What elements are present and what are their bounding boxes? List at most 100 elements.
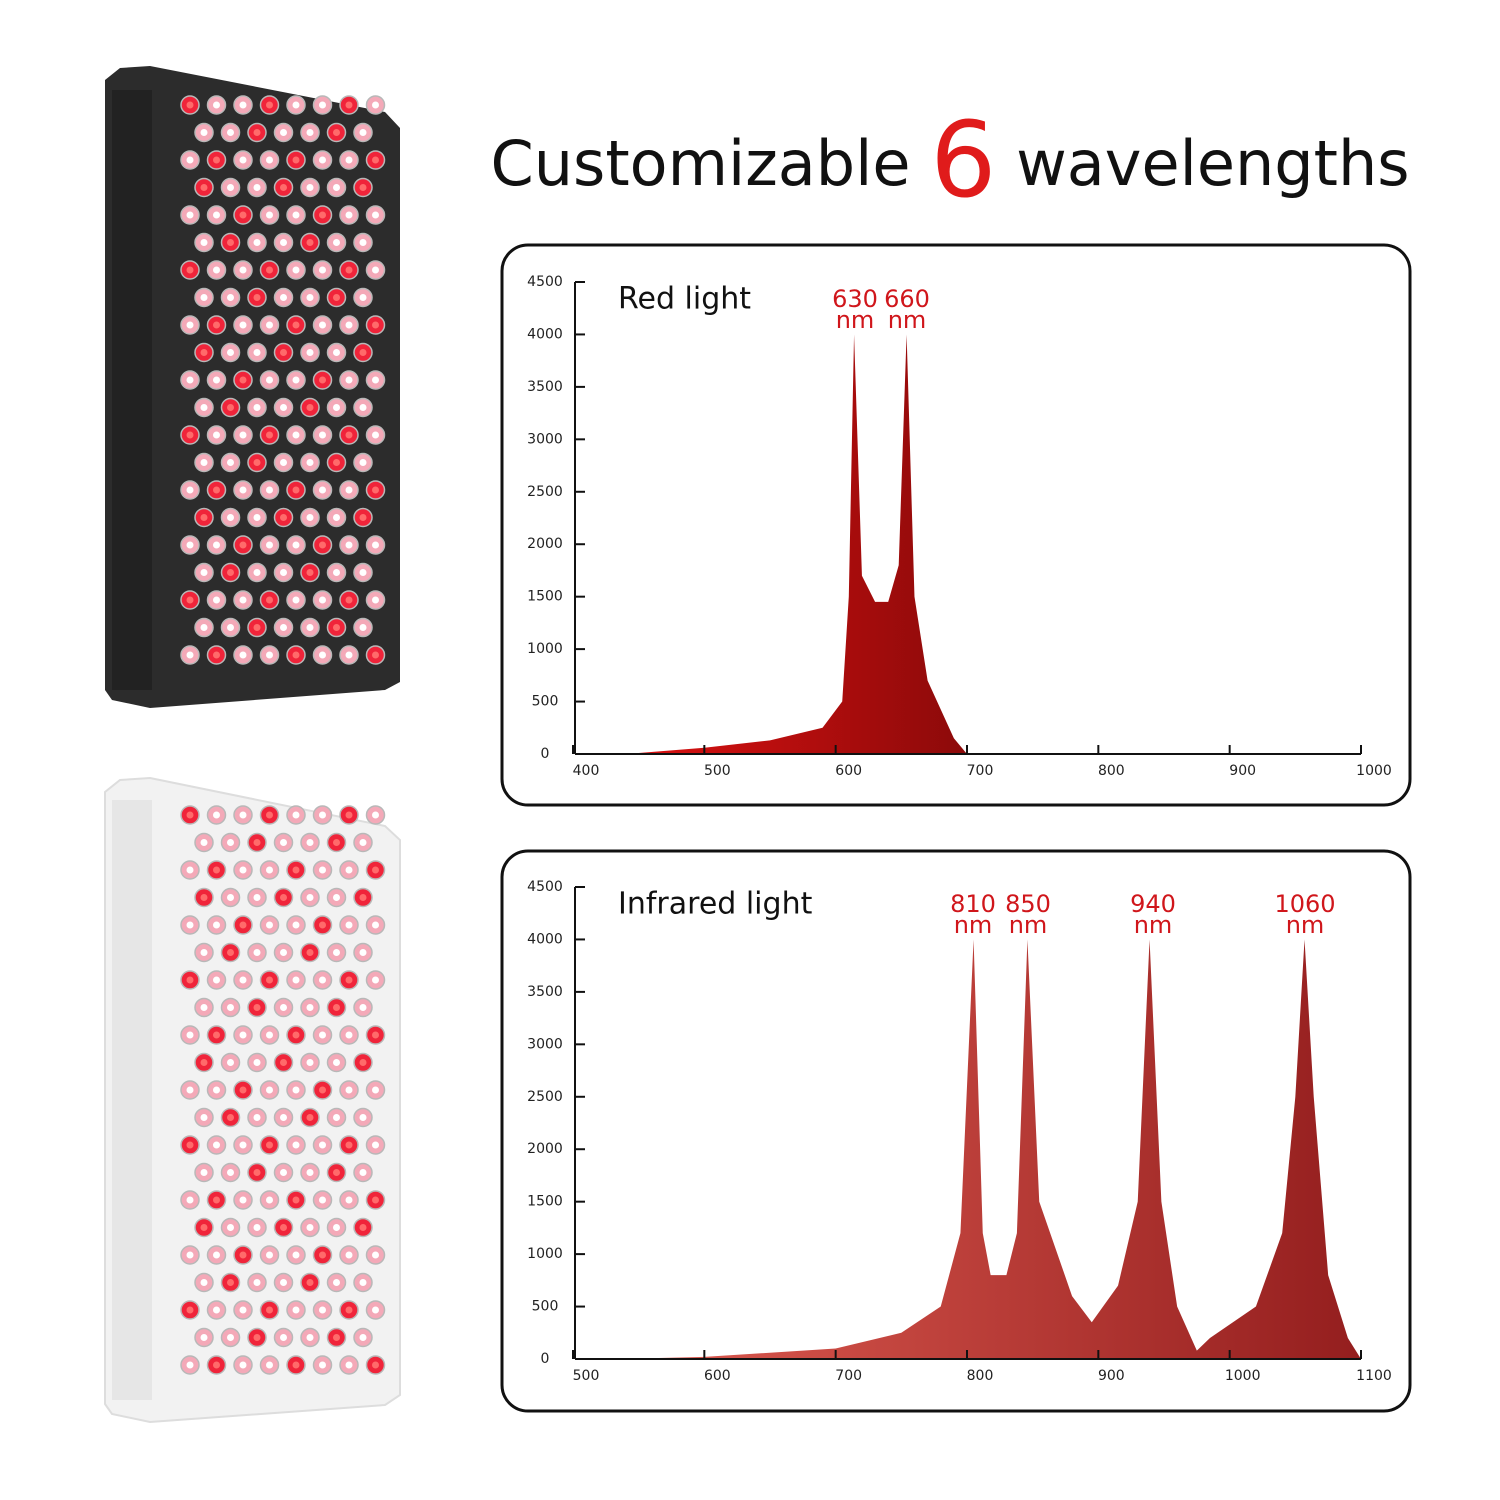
led-core <box>266 1086 273 1094</box>
led-core <box>239 811 247 819</box>
led-core <box>306 349 314 356</box>
led-core <box>280 1334 287 1341</box>
led-core <box>213 486 220 494</box>
x-tick-label: 700 <box>967 763 994 779</box>
led-core <box>280 514 287 521</box>
led-core <box>253 184 261 191</box>
led-core <box>266 976 273 984</box>
x-tick-label: 800 <box>967 1368 994 1384</box>
led-core <box>280 459 287 466</box>
led-core <box>345 976 353 984</box>
led-core <box>200 184 208 191</box>
led-core <box>186 156 194 164</box>
led-core <box>280 839 287 846</box>
led-core <box>186 1251 194 1259</box>
led-core <box>200 459 208 466</box>
y-tick-label: 500 <box>532 1299 559 1315</box>
led-core <box>306 1224 314 1231</box>
peak-label: 660 <box>884 285 930 313</box>
led-core <box>306 514 314 521</box>
led-core <box>227 569 234 576</box>
led-core <box>227 514 234 521</box>
led-core <box>200 624 208 631</box>
led-core <box>280 294 287 301</box>
led-core <box>200 514 208 521</box>
led-core <box>266 1306 273 1314</box>
led-core <box>306 1169 314 1176</box>
led-core <box>292 431 300 439</box>
led-core <box>186 431 194 439</box>
led-core <box>345 211 353 219</box>
led-core <box>213 156 220 164</box>
led-core <box>319 156 326 164</box>
led-core <box>372 921 379 929</box>
led-core <box>280 404 287 411</box>
led-core <box>372 976 379 984</box>
led-core <box>292 1086 300 1094</box>
y-tick-label: 1500 <box>527 589 563 605</box>
led-core <box>200 1059 208 1066</box>
led-core <box>239 1141 247 1149</box>
led-core <box>266 651 273 659</box>
peak-unit: nm <box>836 306 875 334</box>
led-core <box>333 1169 340 1176</box>
led-core <box>200 1114 208 1121</box>
led-core <box>186 1361 194 1369</box>
led-core <box>239 1251 247 1259</box>
led-core <box>186 211 194 219</box>
led-core <box>319 266 326 274</box>
led-core <box>227 1334 234 1341</box>
led-core <box>319 1196 326 1204</box>
led-core <box>253 1004 261 1011</box>
led-core <box>213 541 220 549</box>
led-core <box>292 1196 300 1204</box>
led-core <box>227 624 234 631</box>
led-core <box>319 211 326 219</box>
led-core <box>266 541 273 549</box>
x-tick-label: 1000 <box>1356 763 1392 779</box>
headline: Customizable 6 wavelengths <box>490 99 1409 221</box>
y-tick-label: 3500 <box>527 984 563 1000</box>
headline-number: 6 <box>930 99 996 221</box>
led-core <box>227 239 234 246</box>
led-core <box>292 1251 300 1259</box>
led-core <box>266 1361 273 1369</box>
led-core <box>319 1031 326 1039</box>
led-core <box>186 321 194 329</box>
led-core <box>213 321 220 329</box>
led-core <box>213 976 220 984</box>
led-core <box>372 101 379 109</box>
led-core <box>280 1004 287 1011</box>
led-core <box>280 129 287 136</box>
led-core <box>200 1004 208 1011</box>
led-core <box>253 894 261 901</box>
led-core <box>186 1306 194 1314</box>
panel-side <box>112 800 152 1400</box>
led-core <box>200 1334 208 1341</box>
y-tick-label: 2500 <box>527 484 563 500</box>
led-core <box>213 651 220 659</box>
led-core <box>253 949 261 956</box>
led-core <box>306 239 314 246</box>
peak-unit: nm <box>1134 911 1173 939</box>
led-core <box>372 651 379 659</box>
led-core <box>253 514 261 521</box>
led-core <box>333 294 340 301</box>
chart-frame <box>500 243 1412 807</box>
led-core <box>253 404 261 411</box>
led-core <box>280 184 287 191</box>
led-core <box>213 1196 220 1204</box>
led-core <box>333 404 340 411</box>
led-core <box>292 651 300 659</box>
led-core <box>186 1196 194 1204</box>
led-core <box>345 1196 353 1204</box>
led-core <box>359 1279 367 1286</box>
led-core <box>333 459 340 466</box>
led-core <box>333 1279 340 1286</box>
led-core <box>372 1031 379 1039</box>
led-core <box>280 1169 287 1176</box>
led-core <box>359 184 367 191</box>
led-core <box>345 866 353 874</box>
led-core <box>306 624 314 631</box>
led-core <box>266 811 273 819</box>
